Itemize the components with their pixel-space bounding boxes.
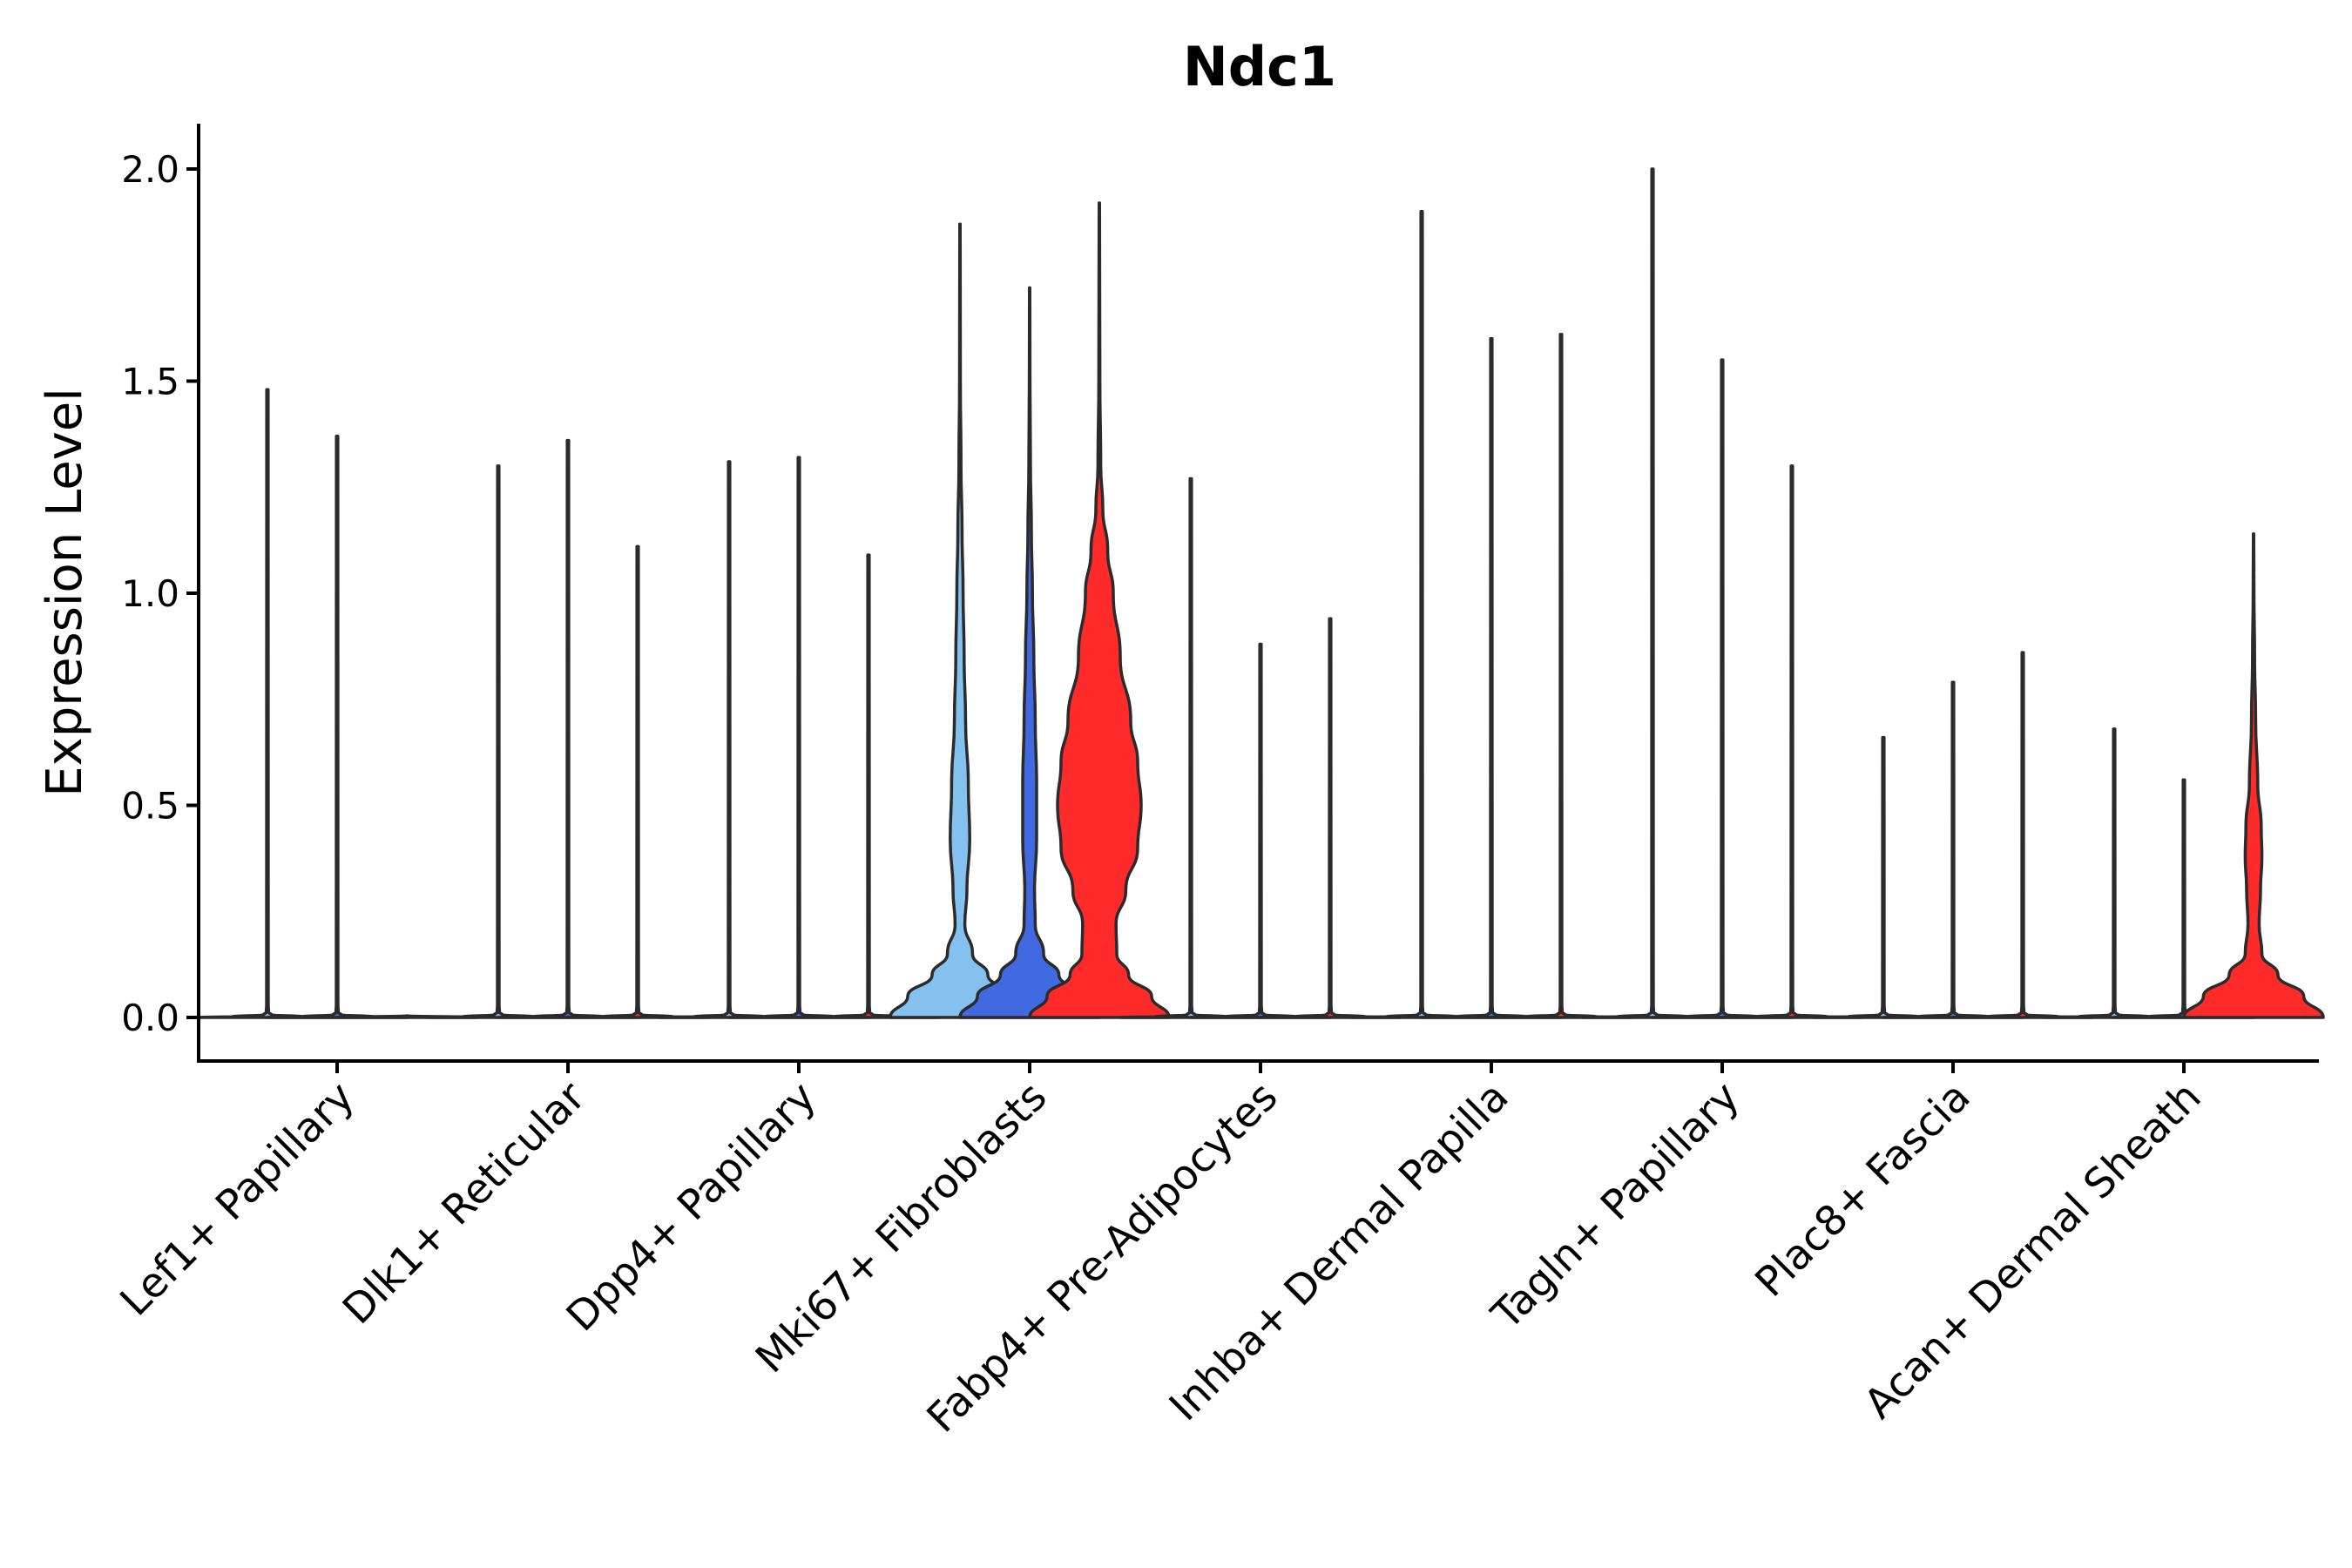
violin-sample-3 [1951, 651, 2094, 1019]
violin-sample-1 [2043, 727, 2186, 1019]
violin-sample-3 [1259, 617, 1402, 1019]
violin-sample-3 [1028, 201, 1171, 1019]
y-tick-label: 2.0 [121, 148, 179, 191]
violin-sample-2 [727, 456, 870, 1019]
violin-sample-2 [1651, 358, 1794, 1019]
x-tick-label: Tagln+ Papillary [1483, 1073, 1749, 1340]
violin-sample-2 [1189, 642, 1332, 1019]
violin-sample-1 [658, 460, 801, 1019]
violin-sample-3 [1720, 464, 1863, 1019]
violin-sample-2 [958, 286, 1101, 1019]
x-tick-label: Lef1+ Papillary [112, 1073, 364, 1326]
y-axis-label: Expression Level [37, 388, 93, 797]
x-tick-label: Plac8+ Fascia [1747, 1073, 1980, 1307]
violin-sample-2 [1420, 337, 1563, 1019]
violin-sample-3 [2182, 532, 2325, 1019]
violin-sample-1 [427, 464, 570, 1019]
violin-sample-3 [1490, 333, 1632, 1019]
y-tick-label: 1.5 [121, 361, 179, 403]
violin-sample-2 [1882, 680, 2024, 1019]
y-ticks: 0.0 0.5 1.0 1.5 2.0 [121, 148, 199, 1039]
violin-sample-1 [1119, 476, 1262, 1019]
violin-sample-3 [797, 553, 940, 1019]
chart-title: Ndc1 [1183, 35, 1336, 98]
x-tick-label: Dpp4+ Papillary [558, 1073, 826, 1342]
violin-sample-1 [1812, 735, 1955, 1019]
violin-sample-1 [1581, 167, 1724, 1019]
y-tick-label: 1.0 [121, 572, 179, 615]
y-tick-label: 0.5 [121, 785, 179, 828]
violin-sample-1 [196, 388, 339, 1019]
violin-sample-1 [889, 222, 1031, 1019]
violin-sample-2 [497, 438, 639, 1019]
y-tick-label: 0.0 [121, 997, 179, 1039]
violin-sample-3 [566, 544, 709, 1019]
violin-sample-2 [266, 435, 409, 1019]
x-tick-label: Dlk1+ Reticular [334, 1072, 595, 1334]
violins-layer [196, 167, 2325, 1019]
violin-sample-1 [1350, 209, 1493, 1019]
